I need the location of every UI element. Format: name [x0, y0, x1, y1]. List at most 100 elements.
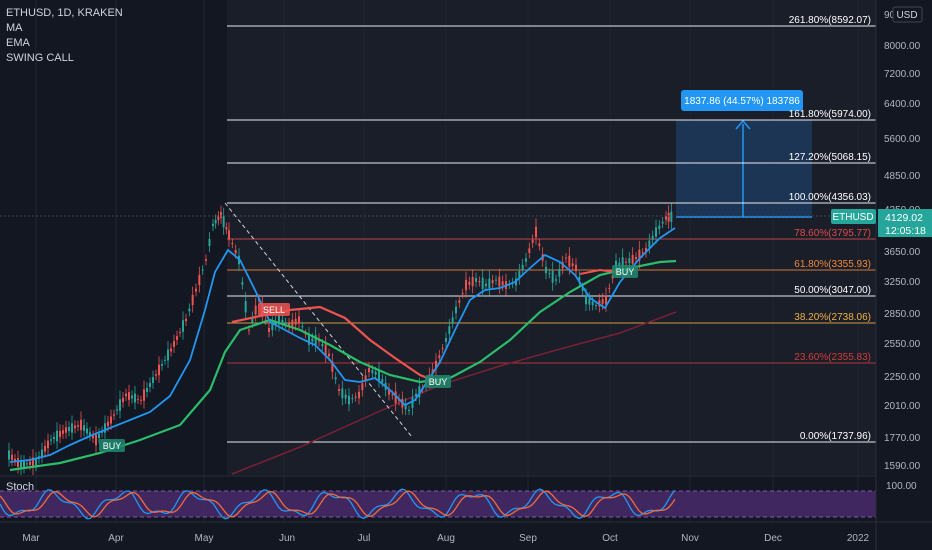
candle-body — [47, 440, 49, 449]
candle-body — [628, 258, 631, 264]
signal-label: BUY — [616, 267, 635, 277]
candle-body — [268, 327, 270, 333]
candle-body — [415, 393, 417, 397]
candle-body — [173, 341, 175, 347]
candle-body — [334, 377, 337, 380]
candle-body — [254, 305, 257, 315]
symbol-title[interactable]: ETHUSD, 1D, KRAKEN — [6, 7, 123, 19]
candle-body — [278, 315, 280, 325]
price-tick: 5600.00 — [884, 134, 921, 145]
price-top-tick: 90 — [884, 10, 896, 21]
time-tick: Oct — [602, 533, 618, 544]
candle-body — [368, 367, 370, 373]
price-tick: 4850.00 — [884, 171, 921, 182]
candle-body — [74, 425, 76, 429]
candle-body — [585, 295, 587, 305]
candle-body — [191, 294, 194, 306]
candle-body — [122, 397, 124, 403]
candle-body — [251, 317, 254, 323]
candle-body — [535, 226, 537, 238]
candle-body — [220, 212, 222, 218]
candle-body — [371, 370, 374, 374]
candle-body — [89, 432, 91, 436]
candle-body — [344, 394, 347, 399]
candle-body — [201, 269, 204, 271]
candle-body — [631, 254, 634, 264]
fib-label: 78.60%(3795.77) — [794, 228, 871, 239]
candle-body — [11, 454, 13, 461]
indicator-swing-call[interactable]: SWING CALL — [6, 52, 74, 64]
symbol-tag-label: ETHUSD — [832, 212, 873, 223]
candle-body — [528, 248, 531, 253]
candle-body — [146, 388, 148, 392]
candle-body — [481, 277, 484, 289]
symbol-tag — [831, 209, 876, 224]
candle-body — [274, 321, 277, 326]
candle-body — [451, 317, 454, 323]
candle-body — [665, 216, 667, 220]
candle-body — [179, 331, 181, 333]
candle-body — [77, 425, 79, 427]
fib-label: 261.80%(8592.07) — [789, 15, 871, 26]
price-axis[interactable] — [876, 0, 932, 550]
candle-body — [361, 383, 364, 391]
candle-body — [338, 389, 340, 391]
candle-body — [95, 434, 97, 446]
price-tag — [878, 209, 932, 237]
currency-badge[interactable] — [892, 6, 923, 23]
candle-body — [595, 304, 597, 306]
candle-body — [284, 322, 287, 325]
fib-label: 0.00%(1737.96) — [800, 431, 871, 442]
candle-body — [495, 279, 497, 281]
candle-body — [188, 308, 191, 312]
measure-label: 1837.86 (44.57%) 183786 — [684, 96, 800, 107]
candle-body — [198, 274, 201, 286]
candle-body — [381, 379, 384, 383]
candle-body — [228, 230, 230, 240]
candle-body — [205, 259, 207, 261]
ema-green-line — [9, 259, 677, 472]
candle-body — [491, 280, 494, 284]
fib-retracement[interactable]: 261.80%(8592.07) 161.80%(5974.00) 127.20%(… — [227, 15, 876, 443]
candle-body — [518, 271, 521, 279]
candle-body — [545, 266, 547, 274]
candle-body — [670, 211, 673, 222]
candle-body — [525, 258, 527, 262]
candle-body — [441, 348, 444, 350]
candle-body — [125, 393, 127, 397]
candle-body — [158, 364, 160, 376]
measure-box[interactable] — [676, 120, 812, 217]
candle-body — [591, 301, 594, 306]
candle-body — [648, 240, 651, 248]
time-axis[interactable]: Mar Apr May Jun Jul Aug Sep Oct Nov Dec 2022 — [22, 533, 869, 544]
candle-body — [364, 375, 367, 382]
price-tick: 8000.00 — [884, 41, 921, 52]
signal-badge — [612, 265, 638, 278]
signal-label: BUY — [103, 441, 122, 451]
candle-body — [568, 255, 571, 267]
measure-label-box — [681, 90, 803, 111]
candle-body — [225, 227, 228, 230]
candle-body — [119, 399, 121, 411]
candle-body — [311, 338, 314, 342]
candle-body — [461, 293, 464, 295]
candle-body — [314, 335, 317, 345]
indicator-ma[interactable]: MA — [6, 22, 23, 34]
price-tick: 1770.00 — [884, 433, 921, 444]
candle-body — [418, 386, 421, 398]
candle-body — [14, 458, 16, 462]
candle-body — [222, 216, 225, 228]
stoch-label[interactable]: Stoch — [6, 481, 35, 493]
indicator-ema[interactable]: EMA — [6, 37, 30, 49]
candle-body — [488, 278, 491, 289]
candle-body — [618, 262, 621, 266]
candle-body — [288, 323, 290, 327]
candle-body — [264, 319, 267, 321]
candle-body — [167, 349, 169, 361]
candle-body — [571, 263, 574, 267]
candle-body — [29, 461, 31, 465]
candle-body — [185, 318, 187, 322]
candle-body — [44, 445, 46, 452]
candle-body — [621, 257, 624, 269]
